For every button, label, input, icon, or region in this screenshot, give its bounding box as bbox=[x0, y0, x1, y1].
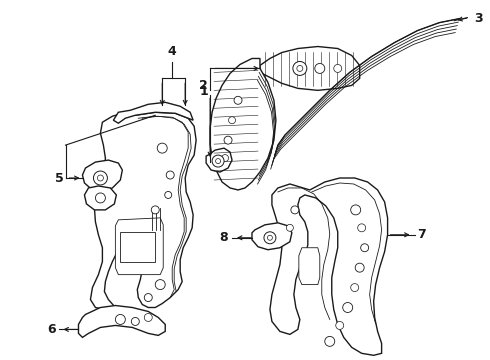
Polygon shape bbox=[82, 160, 122, 192]
Polygon shape bbox=[252, 223, 292, 250]
Circle shape bbox=[351, 205, 361, 215]
Polygon shape bbox=[299, 248, 320, 285]
Circle shape bbox=[293, 62, 307, 75]
Circle shape bbox=[334, 64, 342, 72]
Text: 3: 3 bbox=[474, 12, 483, 25]
Circle shape bbox=[351, 284, 359, 292]
Circle shape bbox=[358, 224, 366, 232]
Circle shape bbox=[155, 280, 165, 289]
Circle shape bbox=[96, 193, 105, 203]
Text: 4: 4 bbox=[168, 45, 176, 58]
Circle shape bbox=[165, 192, 172, 198]
Text: 5: 5 bbox=[55, 171, 64, 185]
Circle shape bbox=[234, 96, 242, 104]
Polygon shape bbox=[113, 102, 193, 123]
Circle shape bbox=[157, 143, 167, 153]
Polygon shape bbox=[84, 186, 116, 210]
Polygon shape bbox=[78, 306, 165, 337]
Circle shape bbox=[228, 117, 236, 124]
Circle shape bbox=[224, 136, 232, 144]
Text: 6: 6 bbox=[47, 323, 55, 336]
Circle shape bbox=[216, 159, 220, 163]
Circle shape bbox=[264, 232, 276, 244]
Polygon shape bbox=[260, 46, 360, 90]
Circle shape bbox=[315, 63, 325, 73]
Circle shape bbox=[355, 263, 364, 272]
Circle shape bbox=[297, 66, 303, 71]
Circle shape bbox=[325, 336, 335, 346]
Circle shape bbox=[144, 314, 152, 321]
Circle shape bbox=[94, 171, 107, 185]
Circle shape bbox=[151, 206, 159, 214]
Circle shape bbox=[343, 302, 353, 312]
Circle shape bbox=[291, 206, 299, 214]
Text: 2: 2 bbox=[199, 79, 208, 92]
Circle shape bbox=[361, 244, 368, 252]
Circle shape bbox=[336, 321, 343, 329]
Text: 8: 8 bbox=[220, 231, 228, 244]
Circle shape bbox=[286, 224, 294, 231]
Circle shape bbox=[98, 175, 103, 181]
Circle shape bbox=[212, 155, 224, 167]
Text: 7: 7 bbox=[417, 228, 426, 241]
Circle shape bbox=[115, 315, 125, 324]
Circle shape bbox=[131, 318, 139, 325]
Circle shape bbox=[221, 154, 228, 162]
Polygon shape bbox=[210, 58, 276, 190]
Polygon shape bbox=[121, 232, 155, 262]
Polygon shape bbox=[91, 112, 196, 310]
Polygon shape bbox=[115, 218, 163, 275]
Circle shape bbox=[268, 235, 272, 240]
Circle shape bbox=[144, 293, 152, 302]
Circle shape bbox=[166, 171, 174, 179]
Text: 1: 1 bbox=[199, 85, 208, 98]
Polygon shape bbox=[206, 148, 232, 172]
Polygon shape bbox=[270, 178, 388, 355]
